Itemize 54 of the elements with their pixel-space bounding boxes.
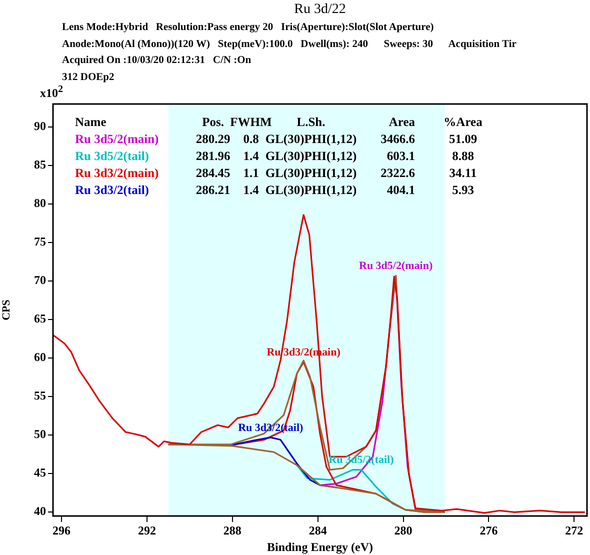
y-tick-label: 50: [34, 427, 46, 442]
x-axis-title: Binding Energy (eV): [266, 540, 374, 554]
text: Ru 3d5/2(main): [75, 132, 159, 146]
x-tick-label: 288: [223, 523, 242, 538]
y-tick-label: 85: [34, 158, 46, 172]
annotation: 404.1: [386, 183, 415, 197]
annotation: GL(30)PHI(1,12): [265, 183, 357, 197]
x-tick-label: 296: [52, 523, 71, 538]
annotation: 1.4: [243, 149, 260, 163]
y-tick-label: 80: [34, 196, 46, 210]
annotation: 280.29: [196, 132, 230, 146]
annotation: 281.96: [196, 149, 230, 163]
annotation: 8.88: [452, 149, 474, 163]
x-tick-label: 280: [394, 523, 412, 538]
y-tick-label: 60: [34, 350, 46, 364]
y-tick-label: 65: [34, 312, 46, 326]
annotation: 0.8: [243, 132, 259, 146]
chart-title: Ru 3d/22: [293, 2, 347, 18]
y-tick-label: 40: [34, 504, 46, 518]
annotation: 284.45: [196, 166, 230, 180]
text: Ru 3d3/2(tail): [75, 183, 149, 197]
annotation: 51.09: [448, 132, 478, 146]
annotation: Area: [388, 115, 416, 129]
text: Ru 3d5/2(tail): [75, 149, 149, 163]
annotation: GL(30)PHI(1,12): [265, 149, 357, 163]
text: x10$^{2}$: [40, 84, 63, 101]
annotation: L.Sh.: [296, 115, 326, 129]
y-tick-label: 55: [34, 388, 46, 403]
annotation: %Area: [444, 115, 484, 129]
annotation: 2322.6: [380, 166, 415, 180]
x-tick-label: 276: [480, 523, 498, 538]
x-tick-label: 272: [565, 523, 584, 538]
annotation: 34.11: [449, 166, 477, 180]
y-tick-label: 45: [34, 466, 46, 480]
y-tick-label: 70: [34, 273, 46, 288]
x-tick-label: 292: [138, 523, 156, 538]
annotation: 1.4: [243, 183, 260, 197]
y-axis-title: CPS: [0, 300, 12, 320]
annotation: Pos.: [202, 115, 224, 129]
annotation: 603.1: [386, 149, 415, 163]
x-tick-label: 284: [308, 523, 327, 538]
text: Ru 3d3/2(main): [75, 166, 159, 180]
annotation: FWHM: [230, 115, 272, 129]
chart-subtitle: Lens Mode:Hybrid Resolution:Pass energy 20 Iris(Aperture):Slot(Slot Aperture) Anode:Mono(Al (Mono))(120 W) Step(meV):100.0 Dwell(ms): 240 Sweeps: 30 Acquisition Tir Acquired On :10/03/20 02:12:31 C/N :On 312 DOEp2: [62, 21, 516, 84]
annotation: 5.93: [452, 183, 474, 197]
annotation: Ru 3d5/2(main): [359, 260, 433, 272]
y-tick-label: 75: [34, 234, 46, 249]
annotation: GL(30)PHI(1,12): [265, 166, 357, 180]
y-tick-label: 90: [34, 119, 46, 134]
annotation: GL(30)PHI(1,12): [265, 132, 357, 146]
annotation: Name: [75, 115, 107, 129]
annotation: 286.21: [196, 183, 230, 197]
annotation: 3466.6: [380, 132, 415, 146]
annotation: 1.1: [243, 166, 259, 180]
